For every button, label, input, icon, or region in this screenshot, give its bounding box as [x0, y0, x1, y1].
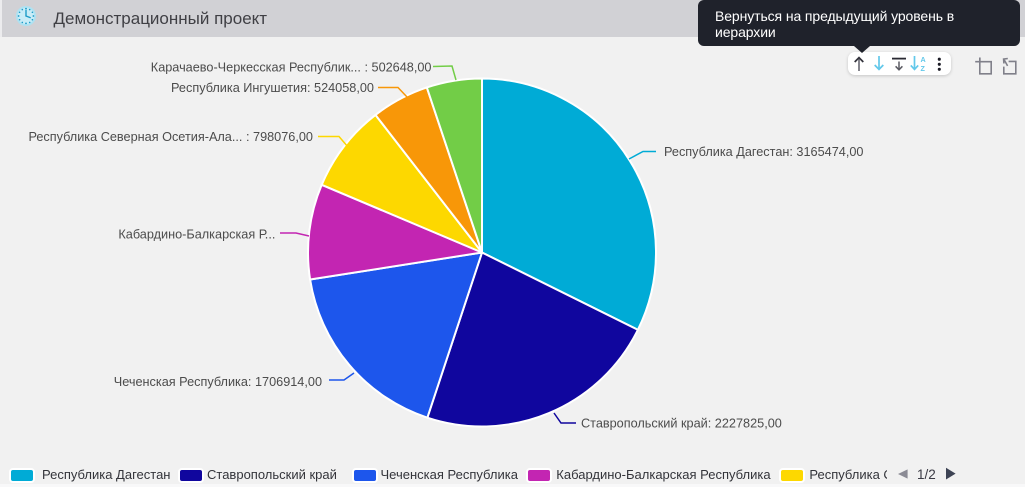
svg-text:Кабардино-Балкарская Р...: Кабардино-Балкарская Р... [118, 228, 275, 242]
svg-text:Республика Северная Осетия-Ала: Республика Северная Осетия-Ала... : 7980… [28, 130, 313, 144]
svg-text:Карачаево-Черкесская Республик: Карачаево-Черкесская Республик... : 5026… [151, 61, 432, 75]
svg-text:Республика Ингушетия: 524058,0: Республика Ингушетия: 524058,00 [171, 81, 374, 95]
svg-text:Чеченская Республика: 1706914,: Чеченская Республика: 1706914,00 [114, 375, 322, 389]
svg-text:Z: Z [921, 64, 926, 73]
svg-text:A: A [921, 55, 926, 64]
svg-text:Республика Дагестан: 3165474,0: Республика Дагестан: 3165474,00 [664, 145, 863, 159]
svg-text:Ставропольский край: 2227825,0: Ставропольский край: 2227825,00 [581, 417, 782, 431]
